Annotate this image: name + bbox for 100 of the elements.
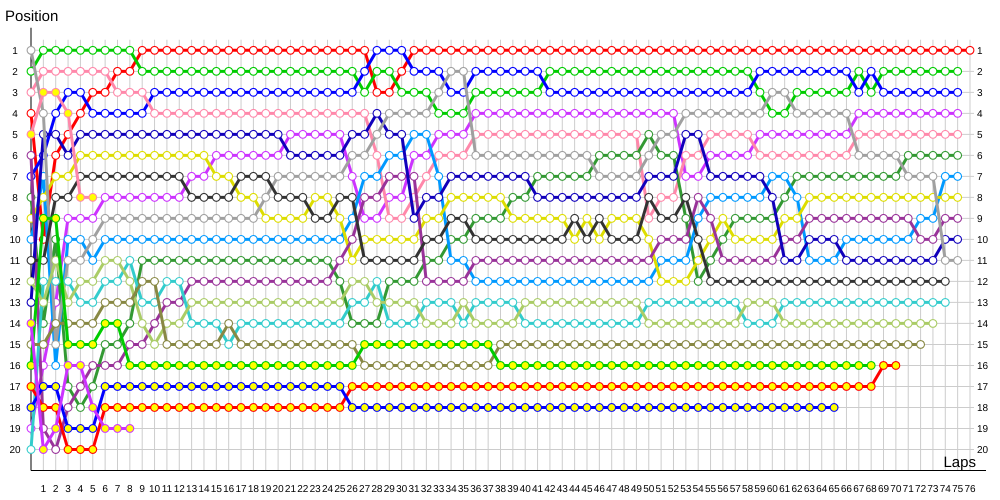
point bbox=[76, 361, 85, 370]
x-tick-label: 43 bbox=[556, 484, 568, 495]
y2-tick-label: 9 bbox=[977, 214, 983, 225]
x-tick-label: 52 bbox=[668, 484, 680, 495]
x-tick-label: 39 bbox=[507, 484, 519, 495]
x-tick-label: 50 bbox=[643, 484, 655, 495]
y-tick-label: 10 bbox=[9, 234, 21, 246]
x-tick-label: 72 bbox=[915, 484, 927, 495]
x-tick-label: 18 bbox=[248, 484, 260, 495]
y2-tick-label: 6 bbox=[977, 150, 983, 162]
y2-tick-label: 8 bbox=[977, 192, 983, 204]
x-tick-label: 1 bbox=[40, 484, 47, 495]
x-tick-label: 59 bbox=[754, 484, 766, 495]
point bbox=[64, 361, 73, 370]
x-tick-label: 35 bbox=[458, 484, 470, 495]
x-tick-label: 67 bbox=[853, 484, 865, 495]
x-tick-label: 49 bbox=[630, 484, 642, 495]
x-tick-label: 4 bbox=[78, 484, 84, 495]
x-tick-label: 12 bbox=[174, 484, 186, 495]
x-tick-label: 26 bbox=[346, 484, 358, 495]
point bbox=[100, 424, 110, 433]
y2-tick-label: 16 bbox=[977, 360, 989, 372]
y-tick-label: 7 bbox=[12, 172, 18, 183]
x-tick-label: 30 bbox=[396, 484, 408, 495]
y-tick-label: 1 bbox=[12, 46, 18, 57]
y-tick-label: 17 bbox=[9, 382, 21, 393]
y2-tick-label: 10 bbox=[977, 234, 989, 246]
x-tick-label: 33 bbox=[433, 484, 445, 495]
x-tick-label: 9 bbox=[139, 484, 146, 495]
y2-tick-label: 3 bbox=[977, 88, 983, 99]
y2-tick-label: 12 bbox=[977, 276, 989, 288]
x-tick-label: 28 bbox=[371, 484, 383, 495]
x-tick-label: 31 bbox=[408, 484, 420, 495]
x-tick-label: 11 bbox=[162, 484, 173, 495]
y-tick-label: 13 bbox=[9, 298, 21, 309]
x-tick-label: 3 bbox=[65, 484, 72, 495]
y-tick-label: 18 bbox=[9, 402, 21, 414]
point bbox=[38, 88, 48, 97]
point bbox=[88, 192, 98, 202]
x-tick-label: 68 bbox=[866, 484, 878, 495]
x-tick-label: 27 bbox=[359, 484, 371, 495]
point bbox=[88, 403, 98, 412]
x-tick-label: 66 bbox=[840, 484, 852, 495]
x-axis-title: Laps bbox=[943, 454, 976, 471]
x-tick-label: 40 bbox=[520, 484, 532, 495]
y2-tick-label: 19 bbox=[977, 424, 989, 435]
y-tick-label: 3 bbox=[12, 88, 18, 99]
y2-tick-label: 2 bbox=[977, 66, 983, 78]
y-tick-label: 12 bbox=[9, 276, 21, 288]
y2-tick-label: 5 bbox=[977, 130, 983, 141]
point bbox=[51, 88, 60, 97]
x-tick-label: 22 bbox=[297, 484, 309, 495]
x-tick-label: 19 bbox=[260, 484, 272, 495]
y-tick-label: 6 bbox=[12, 150, 18, 162]
y2-tick-label: 18 bbox=[977, 402, 989, 414]
x-tick-label: 23 bbox=[310, 484, 322, 495]
x-tick-label: 20 bbox=[272, 484, 284, 495]
x-tick-label: 25 bbox=[334, 484, 346, 495]
x-tick-label: 69 bbox=[878, 484, 890, 495]
y-tick-label: 16 bbox=[9, 360, 21, 372]
y-tick-label: 2 bbox=[12, 66, 18, 78]
y2-tick-label: 13 bbox=[977, 298, 989, 309]
y2-tick-label: 1 bbox=[977, 46, 983, 57]
x-tick-label: 58 bbox=[742, 484, 754, 495]
x-tick-label: 13 bbox=[186, 484, 198, 495]
x-tick-label: 53 bbox=[680, 484, 692, 495]
point bbox=[26, 130, 36, 139]
y2-tick-label: 15 bbox=[977, 340, 989, 351]
x-tick-label: 51 bbox=[656, 484, 668, 495]
x-tick-label: 64 bbox=[816, 484, 828, 495]
x-tick-label: 56 bbox=[717, 484, 729, 495]
x-tick-label: 62 bbox=[791, 484, 804, 495]
y2-tick-label: 7 bbox=[977, 172, 983, 183]
x-tick-label: 32 bbox=[420, 484, 432, 495]
x-tick-label: 45 bbox=[581, 484, 593, 495]
point bbox=[38, 445, 48, 454]
x-tick-label: 48 bbox=[618, 484, 630, 495]
point bbox=[125, 424, 134, 433]
y-tick-label: 5 bbox=[12, 130, 18, 141]
y-tick-label: 15 bbox=[9, 340, 21, 351]
y2-tick-label: 20 bbox=[977, 444, 989, 456]
x-tick-label: 42 bbox=[544, 484, 556, 495]
point bbox=[76, 192, 85, 202]
x-tick-label: 55 bbox=[704, 484, 717, 495]
x-tick-label: 63 bbox=[804, 484, 816, 495]
y-tick-label: 8 bbox=[12, 192, 18, 204]
y-tick-label: 20 bbox=[9, 444, 21, 456]
x-tick-label: 44 bbox=[569, 484, 581, 495]
x-tick-label: 8 bbox=[127, 484, 134, 495]
x-tick-label: 38 bbox=[494, 484, 506, 495]
x-tick-label: 46 bbox=[594, 484, 606, 495]
y-tick-label: 11 bbox=[10, 256, 21, 267]
x-tick-label: 15 bbox=[210, 484, 222, 495]
x-tick-label: 5 bbox=[90, 484, 96, 495]
y2-tick-label: 17 bbox=[977, 382, 989, 393]
point bbox=[26, 318, 36, 328]
x-tick-label: 65 bbox=[828, 484, 840, 495]
y2-tick-label: 4 bbox=[977, 108, 983, 120]
x-tick-label: 54 bbox=[692, 484, 704, 495]
x-tick-label: 57 bbox=[730, 484, 742, 495]
